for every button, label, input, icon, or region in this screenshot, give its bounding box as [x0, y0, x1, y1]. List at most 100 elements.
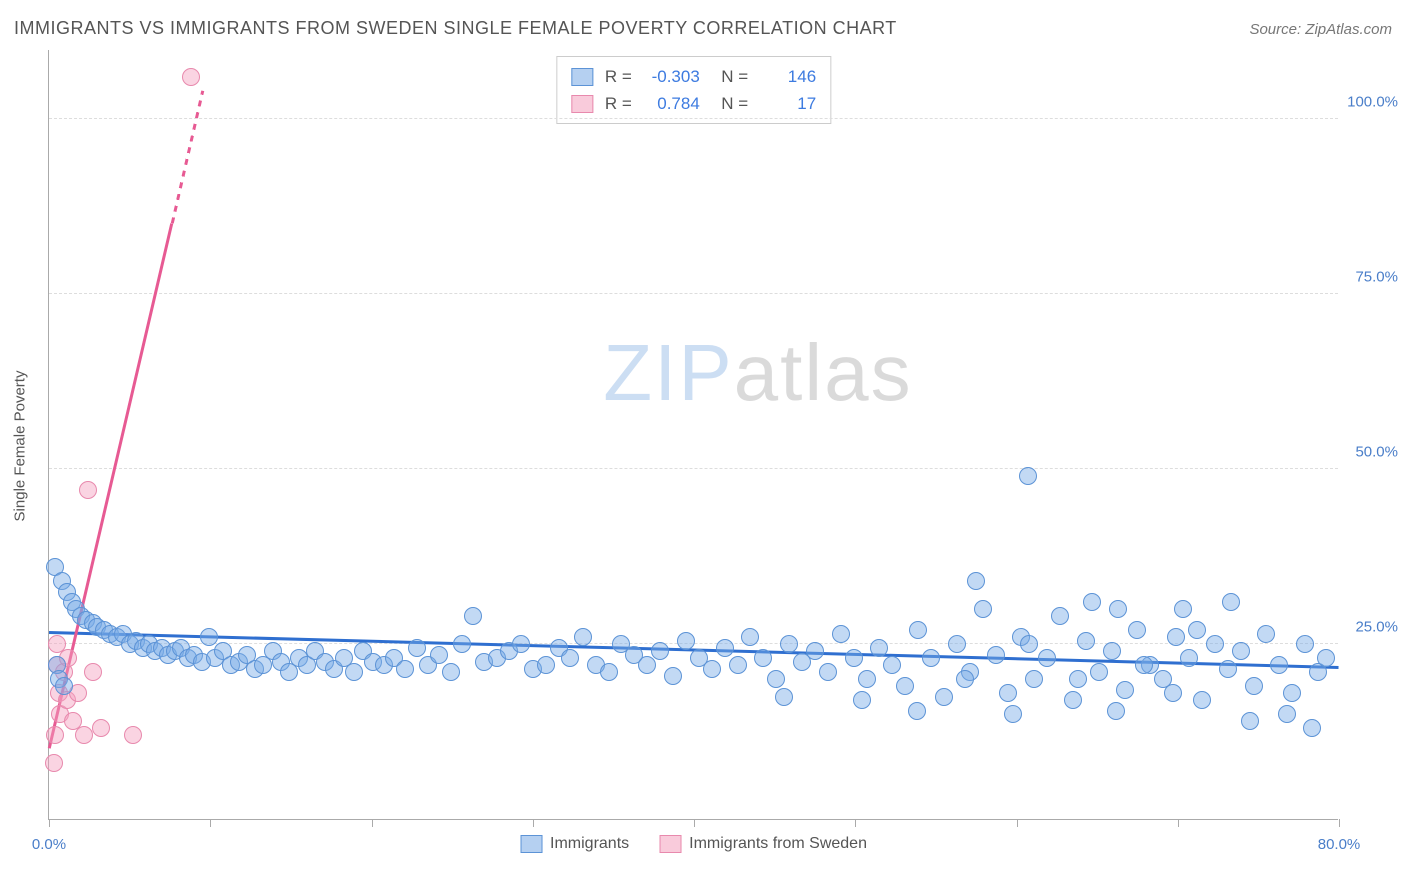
- x-tick: [533, 819, 534, 827]
- point-blue: [600, 663, 618, 681]
- point-blue: [703, 660, 721, 678]
- point-blue: [1103, 642, 1121, 660]
- legend-item-blue: Immigrants: [520, 835, 629, 853]
- point-blue: [512, 635, 530, 653]
- point-blue: [1206, 635, 1224, 653]
- stat-n-label: N =: [712, 63, 748, 90]
- point-blue: [716, 639, 734, 657]
- watermark-atlas: atlas: [734, 328, 913, 417]
- point-blue: [1257, 625, 1275, 643]
- point-blue: [870, 639, 888, 657]
- point-blue: [55, 677, 73, 695]
- point-blue: [396, 660, 414, 678]
- point-blue: [853, 691, 871, 709]
- point-blue: [767, 670, 785, 688]
- point-blue: [1174, 600, 1192, 618]
- y-tick-label: 75.0%: [1355, 269, 1398, 286]
- point-blue: [200, 628, 218, 646]
- watermark-zip: ZIP: [603, 328, 733, 417]
- point-blue: [754, 649, 772, 667]
- point-blue: [896, 677, 914, 695]
- point-blue: [1167, 628, 1185, 646]
- point-blue: [883, 656, 901, 674]
- gridline: [49, 468, 1338, 469]
- point-pink: [79, 481, 97, 499]
- point-blue: [729, 656, 747, 674]
- point-pink: [124, 726, 142, 744]
- point-blue: [1222, 593, 1240, 611]
- x-tick: [1017, 819, 1018, 827]
- swatch-pink: [571, 95, 593, 113]
- stats-box: R = -0.303 N = 146 R = 0.784 N = 17: [556, 56, 831, 124]
- point-blue: [1128, 621, 1146, 639]
- point-blue: [1278, 705, 1296, 723]
- point-blue: [1107, 702, 1125, 720]
- point-blue: [1245, 677, 1263, 695]
- point-blue: [1219, 660, 1237, 678]
- point-blue: [1116, 681, 1134, 699]
- x-tick: [210, 819, 211, 827]
- y-tick-label: 25.0%: [1355, 619, 1398, 636]
- point-blue: [1109, 600, 1127, 618]
- x-tick: [694, 819, 695, 827]
- point-blue: [638, 656, 656, 674]
- point-blue: [987, 646, 1005, 664]
- point-blue: [464, 607, 482, 625]
- point-blue: [999, 684, 1017, 702]
- point-blue: [974, 600, 992, 618]
- point-blue: [664, 667, 682, 685]
- point-blue: [1303, 719, 1321, 737]
- point-pink: [45, 754, 63, 772]
- point-blue: [1069, 670, 1087, 688]
- point-blue: [948, 635, 966, 653]
- y-tick-label: 100.0%: [1347, 94, 1398, 111]
- legend-label-blue: Immigrants: [550, 835, 629, 853]
- point-blue: [832, 625, 850, 643]
- point-blue: [1317, 649, 1335, 667]
- point-blue: [574, 628, 592, 646]
- stat-r-label: R =: [605, 63, 632, 90]
- stat-n-label: N =: [712, 90, 748, 117]
- stat-n-blue: 146: [758, 63, 816, 90]
- point-blue: [1164, 684, 1182, 702]
- y-tick-label: 50.0%: [1355, 444, 1398, 461]
- point-blue: [430, 646, 448, 664]
- stat-r-pink: 0.784: [642, 90, 700, 117]
- stat-r-blue: -0.303: [642, 63, 700, 90]
- point-blue: [1051, 607, 1069, 625]
- swatch-blue: [571, 68, 593, 86]
- point-blue: [1180, 649, 1198, 667]
- x-tick: [49, 819, 50, 827]
- point-blue: [1232, 642, 1250, 660]
- point-blue: [537, 656, 555, 674]
- point-blue: [908, 702, 926, 720]
- point-blue: [408, 639, 426, 657]
- point-blue: [1270, 656, 1288, 674]
- x-tick-label: 0.0%: [32, 836, 66, 853]
- point-blue: [1283, 684, 1301, 702]
- point-blue: [845, 649, 863, 667]
- point-blue: [651, 642, 669, 660]
- point-pink: [46, 726, 64, 744]
- point-blue: [922, 649, 940, 667]
- legend-swatch-pink: [659, 835, 681, 853]
- watermark: ZIPatlas: [603, 327, 912, 419]
- point-blue: [1241, 712, 1259, 730]
- legend-item-pink: Immigrants from Sweden: [659, 835, 867, 853]
- x-tick-label: 80.0%: [1318, 836, 1361, 853]
- stats-row-pink: R = 0.784 N = 17: [571, 90, 816, 117]
- point-blue: [1188, 621, 1206, 639]
- x-tick: [1339, 819, 1340, 827]
- point-pink: [182, 68, 200, 86]
- point-blue: [1038, 649, 1056, 667]
- point-blue: [1090, 663, 1108, 681]
- stat-n-pink: 17: [758, 90, 816, 117]
- point-blue: [1296, 635, 1314, 653]
- point-blue: [1025, 670, 1043, 688]
- scatter-chart: ZIPatlas R = -0.303 N = 146 R = 0.784 N …: [48, 50, 1338, 820]
- point-pink: [92, 719, 110, 737]
- point-blue: [1004, 705, 1022, 723]
- point-blue: [956, 670, 974, 688]
- point-blue: [442, 663, 460, 681]
- point-blue: [453, 635, 471, 653]
